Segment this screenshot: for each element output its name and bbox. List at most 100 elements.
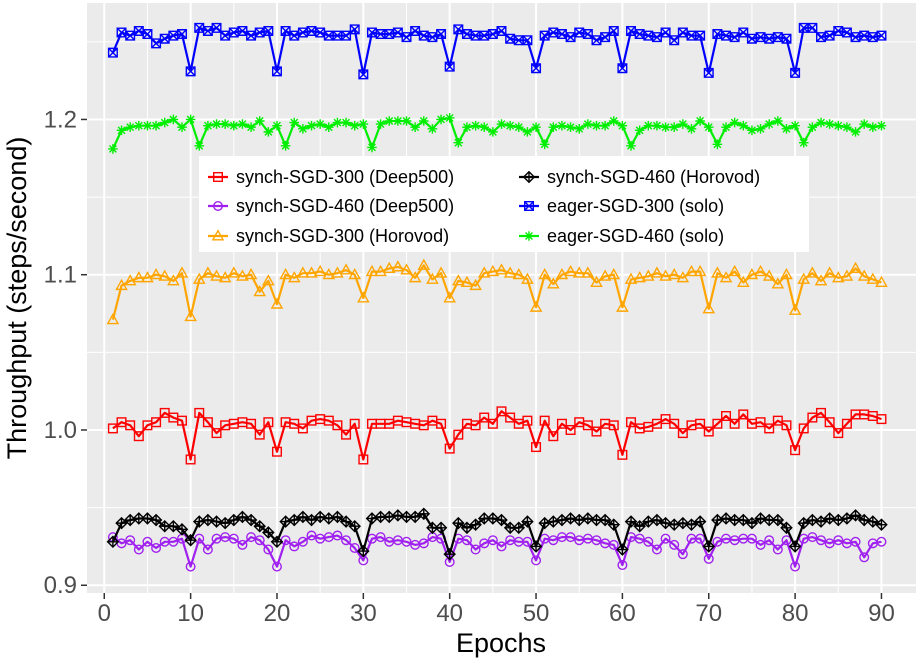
- data-point: [271, 66, 282, 77]
- data-point: [790, 561, 801, 572]
- data-point: [721, 122, 731, 133]
- legend-item: synch-SGD-460 (Deep500): [208, 196, 454, 216]
- data-point: [486, 512, 500, 525]
- data-point: [341, 429, 352, 440]
- data-point: [762, 269, 776, 281]
- data-point: [443, 547, 456, 561]
- data-point: [254, 27, 265, 38]
- data-point: [272, 120, 282, 131]
- data-point: [133, 544, 144, 555]
- data-point: [591, 35, 602, 46]
- data-point: [236, 269, 249, 281]
- data-point: [452, 516, 465, 530]
- data-point: [434, 521, 448, 535]
- data-point: [529, 300, 543, 312]
- data-point: [393, 116, 403, 126]
- data-point: [781, 123, 792, 134]
- data-point: [626, 417, 637, 428]
- data-point: [565, 424, 576, 435]
- data-point: [185, 454, 196, 465]
- data-point: [417, 507, 431, 521]
- data-point: [702, 540, 716, 553]
- data-point: [194, 141, 205, 151]
- series-line: [112, 534, 882, 568]
- data-point: [453, 429, 464, 440]
- data-point: [228, 533, 239, 544]
- data-point: [677, 549, 688, 560]
- x-tick-label: 70: [695, 600, 722, 627]
- x-tick-label: 20: [264, 600, 291, 627]
- data-point: [866, 515, 880, 528]
- data-point: [469, 278, 482, 291]
- data-point: [607, 518, 621, 531]
- data-point: [512, 521, 526, 535]
- series-6: [108, 113, 887, 154]
- data-point: [202, 417, 213, 428]
- data-point: [331, 266, 344, 278]
- data-point: [427, 123, 438, 134]
- data-point: [349, 542, 360, 553]
- data-point: [125, 30, 136, 41]
- data-point: [642, 269, 655, 281]
- data-point: [495, 263, 508, 275]
- data-point: [531, 122, 541, 133]
- data-point: [522, 415, 533, 426]
- data-point: [477, 266, 491, 278]
- data-point: [539, 30, 550, 41]
- data-point: [469, 518, 482, 531]
- data-point: [176, 415, 187, 426]
- data-point: [254, 429, 265, 440]
- data-point: [565, 32, 576, 43]
- data-point: [391, 509, 405, 522]
- data-point: [184, 309, 197, 322]
- data-point: [608, 539, 619, 550]
- legend-item: synch-SGD-300 (Horovod): [208, 226, 449, 246]
- data-point: [287, 513, 301, 527]
- data-point: [227, 513, 241, 527]
- data-point: [771, 513, 785, 527]
- data-point: [626, 141, 636, 151]
- data-point: [158, 269, 172, 281]
- data-point: [168, 30, 179, 41]
- data-point: [313, 264, 327, 277]
- data-point: [270, 535, 284, 549]
- data-point: [833, 120, 844, 131]
- y-tick-label: 0.9: [44, 572, 77, 599]
- data-point: [790, 67, 801, 78]
- data-point: [175, 266, 189, 278]
- data-point: [444, 61, 455, 72]
- data-point: [703, 67, 714, 78]
- data-point: [254, 535, 265, 546]
- data-point: [496, 406, 507, 417]
- data-point: [583, 119, 593, 129]
- data-point: [591, 535, 602, 546]
- data-point: [686, 123, 697, 134]
- data-point: [816, 535, 827, 546]
- data-point: [237, 539, 248, 550]
- data-point: [729, 32, 740, 43]
- data-point: [755, 417, 766, 428]
- data-point: [487, 535, 498, 546]
- data-point: [693, 515, 707, 528]
- data-point: [764, 119, 774, 129]
- data-point: [287, 271, 301, 283]
- data-point: [263, 417, 274, 428]
- data-point: [357, 291, 370, 303]
- data-point: [358, 119, 369, 129]
- data-point: [790, 445, 801, 456]
- data-point: [823, 512, 836, 525]
- data-point: [185, 561, 196, 572]
- data-point: [487, 418, 498, 429]
- data-point: [436, 29, 447, 40]
- data-point: [617, 63, 628, 74]
- data-point: [246, 532, 257, 543]
- data-point: [728, 264, 741, 277]
- data-point: [401, 536, 412, 547]
- data-point: [426, 272, 439, 284]
- data-point: [581, 266, 595, 278]
- data-point: [176, 29, 187, 40]
- data-point: [703, 122, 714, 133]
- data-point: [539, 139, 550, 150]
- data-point: [876, 120, 887, 131]
- data-point: [676, 516, 690, 530]
